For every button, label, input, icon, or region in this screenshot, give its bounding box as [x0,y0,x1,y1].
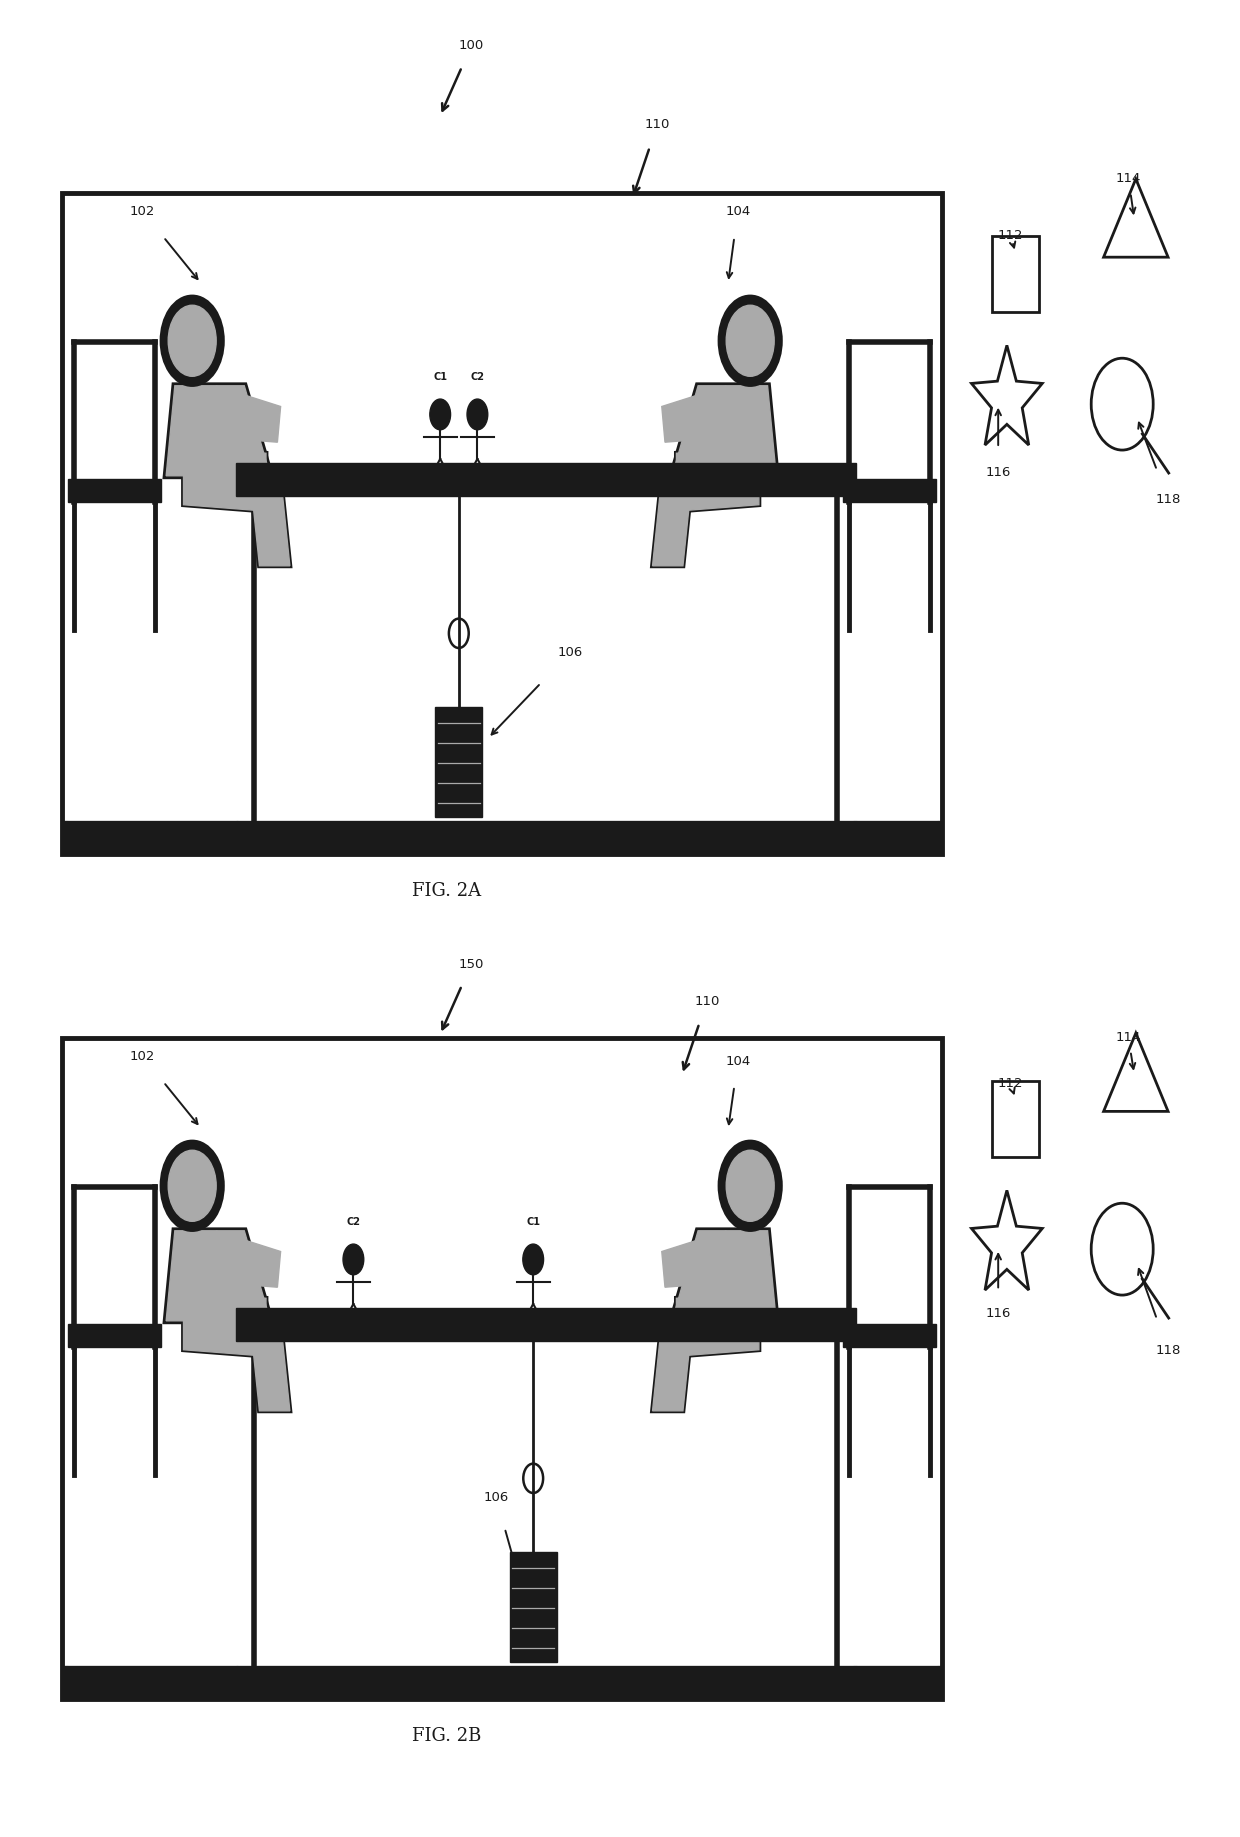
Text: 150: 150 [459,957,484,972]
Circle shape [430,399,450,430]
Bar [236,463,856,496]
Polygon shape [250,1326,290,1411]
Text: 102: 102 [130,1049,155,1064]
Polygon shape [662,1231,730,1288]
Polygon shape [250,481,290,566]
Circle shape [171,309,213,373]
Bar [857,494,937,819]
Text: 104: 104 [725,204,750,219]
Circle shape [164,299,221,382]
Text: 110: 110 [694,994,719,1009]
Polygon shape [212,1231,280,1288]
Text: 114: 114 [1116,171,1141,186]
Bar [843,479,936,502]
Circle shape [169,305,216,377]
Text: 114: 114 [1116,1031,1141,1045]
Text: 102: 102 [130,204,155,219]
Bar [992,235,1039,312]
Text: C1: C1 [433,373,448,382]
Text: C1: C1 [526,1218,541,1227]
Bar [62,1666,942,1699]
Text: 110: 110 [645,118,670,132]
Bar [68,1324,161,1347]
Text: FIG. 2B: FIG. 2B [412,1727,481,1745]
Circle shape [722,299,779,382]
Circle shape [523,1244,543,1275]
Text: 118: 118 [1156,492,1180,507]
Bar [68,494,236,819]
Polygon shape [672,386,776,476]
Circle shape [727,1150,774,1222]
Circle shape [169,1150,216,1222]
Text: C2: C2 [470,373,485,382]
Bar [843,1324,936,1347]
Circle shape [467,399,487,430]
Polygon shape [212,386,280,443]
Bar [238,1341,853,1664]
Circle shape [727,305,774,377]
Bar [238,496,853,819]
Text: 116: 116 [986,465,1011,479]
Polygon shape [662,386,730,443]
Circle shape [722,1144,779,1227]
Bar [857,1339,937,1664]
Polygon shape [672,1231,776,1321]
Bar [992,1080,1039,1157]
Text: 106: 106 [484,1490,508,1505]
Bar [68,1339,236,1664]
Polygon shape [652,481,692,566]
Polygon shape [166,386,270,476]
Circle shape [164,1144,221,1227]
Text: 104: 104 [725,1054,750,1069]
Polygon shape [677,446,759,511]
Text: FIG. 2A: FIG. 2A [412,882,481,900]
Bar [510,1552,557,1662]
Text: 112: 112 [998,1076,1023,1091]
Polygon shape [677,1291,759,1356]
Text: 112: 112 [998,228,1023,242]
Bar [62,821,942,854]
Circle shape [729,1154,771,1218]
Bar [62,1038,942,1699]
Polygon shape [184,1291,267,1356]
Text: 118: 118 [1156,1343,1180,1358]
Circle shape [343,1244,363,1275]
Bar [236,1308,856,1341]
Polygon shape [184,446,267,511]
Circle shape [729,309,771,373]
Polygon shape [652,1326,692,1411]
Text: 116: 116 [986,1306,1011,1321]
Circle shape [171,1154,213,1218]
Text: C2: C2 [346,1218,361,1227]
Bar [435,707,482,817]
Polygon shape [166,1231,270,1321]
Text: 100: 100 [459,39,484,53]
Bar [68,479,161,502]
Bar [62,193,942,854]
Text: 106: 106 [558,645,583,659]
